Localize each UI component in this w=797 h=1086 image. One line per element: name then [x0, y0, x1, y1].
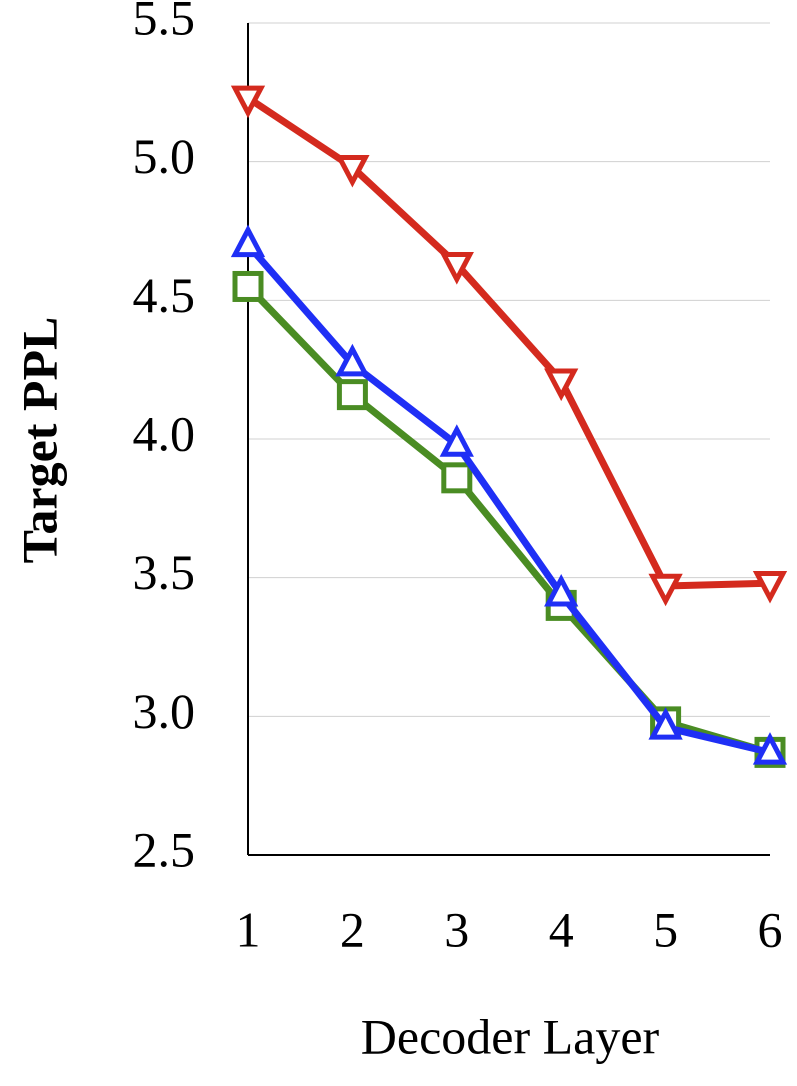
marker [752, 732, 788, 765]
marker [335, 343, 370, 377]
y-tick-label: 5.5 [133, 0, 196, 45]
x-tick-label: 6 [758, 901, 783, 957]
marker [544, 368, 579, 402]
marker [335, 154, 370, 188]
marker [230, 224, 266, 258]
series-line [245, 242, 771, 756]
y-tick-label: 4.0 [133, 405, 196, 461]
y-tick-label: 2.5 [133, 821, 196, 877]
series-line [245, 284, 771, 756]
marker [648, 707, 683, 740]
x-tick-label: 2 [340, 901, 365, 957]
marker [752, 570, 788, 604]
marker [648, 573, 683, 607]
x-tick-label: 5 [653, 901, 678, 957]
y-axis-label: Target PPL [11, 317, 67, 564]
y-tick-label: 4.5 [133, 267, 196, 323]
marker [232, 270, 264, 302]
y-tick-label: 3.5 [133, 544, 196, 600]
marker [336, 379, 368, 411]
marker [230, 85, 266, 119]
marker [544, 573, 579, 607]
marker [441, 462, 473, 494]
series-line [246, 94, 771, 590]
y-tick-label: 5.0 [133, 128, 196, 184]
y-tick-label: 3.0 [133, 683, 196, 739]
x-tick-label: 1 [236, 901, 261, 957]
x-axis-label: Decoder Layer [361, 1008, 660, 1064]
marker [439, 252, 474, 285]
marker [439, 424, 474, 457]
x-tick-label: 3 [444, 901, 469, 957]
x-tick-label: 4 [549, 901, 574, 957]
